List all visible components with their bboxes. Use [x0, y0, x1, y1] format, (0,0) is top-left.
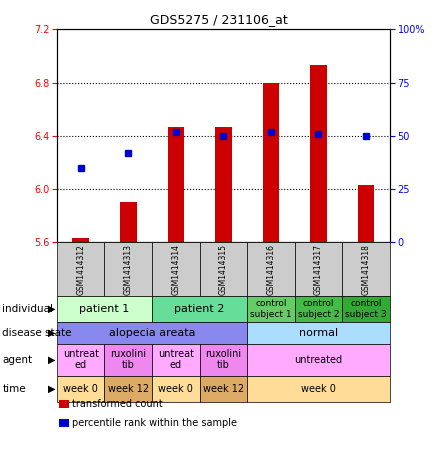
- Text: control
subject 3: control subject 3: [345, 299, 387, 318]
- Text: percentile rank within the sample: percentile rank within the sample: [72, 418, 237, 428]
- Text: normal: normal: [299, 328, 338, 338]
- Text: untreated: untreated: [294, 355, 343, 365]
- Text: GSM1414314: GSM1414314: [171, 244, 180, 294]
- Text: week 0: week 0: [159, 384, 193, 394]
- Bar: [72, 238, 89, 242]
- Text: ▶: ▶: [48, 384, 56, 394]
- Text: time: time: [2, 384, 26, 394]
- Bar: [120, 202, 137, 242]
- Text: week 0: week 0: [301, 384, 336, 394]
- Text: week 12: week 12: [203, 384, 244, 394]
- Text: ruxolini
tib: ruxolini tib: [110, 349, 146, 371]
- Bar: [167, 126, 184, 242]
- Bar: [358, 185, 374, 242]
- Text: week 0: week 0: [63, 384, 98, 394]
- Text: transformed count: transformed count: [72, 399, 163, 409]
- Text: GSM1414316: GSM1414316: [266, 244, 276, 294]
- Text: ruxolini
tib: ruxolini tib: [205, 349, 241, 371]
- Text: GDS5275 / 231106_at: GDS5275 / 231106_at: [150, 13, 288, 26]
- Text: ▶: ▶: [48, 328, 56, 338]
- Text: control
subject 1: control subject 1: [250, 299, 292, 318]
- Text: patient 1: patient 1: [79, 304, 130, 314]
- Text: GSM1414317: GSM1414317: [314, 244, 323, 294]
- Text: GSM1414312: GSM1414312: [76, 244, 85, 294]
- Bar: [263, 83, 279, 242]
- Text: alopecia areata: alopecia areata: [109, 328, 195, 338]
- Text: control
subject 2: control subject 2: [298, 299, 339, 318]
- Text: ▶: ▶: [48, 304, 56, 314]
- Text: untreat
ed: untreat ed: [158, 349, 194, 371]
- Text: GSM1414313: GSM1414313: [124, 244, 133, 294]
- Text: GSM1414315: GSM1414315: [219, 244, 228, 294]
- Bar: [215, 126, 232, 242]
- Text: week 12: week 12: [108, 384, 149, 394]
- Text: individual: individual: [2, 304, 53, 314]
- Text: untreat
ed: untreat ed: [63, 349, 99, 371]
- Text: agent: agent: [2, 355, 32, 365]
- Text: patient 2: patient 2: [174, 304, 225, 314]
- Text: disease state: disease state: [2, 328, 72, 338]
- Text: ▶: ▶: [48, 355, 56, 365]
- Bar: [310, 65, 327, 242]
- Text: GSM1414318: GSM1414318: [361, 244, 371, 294]
